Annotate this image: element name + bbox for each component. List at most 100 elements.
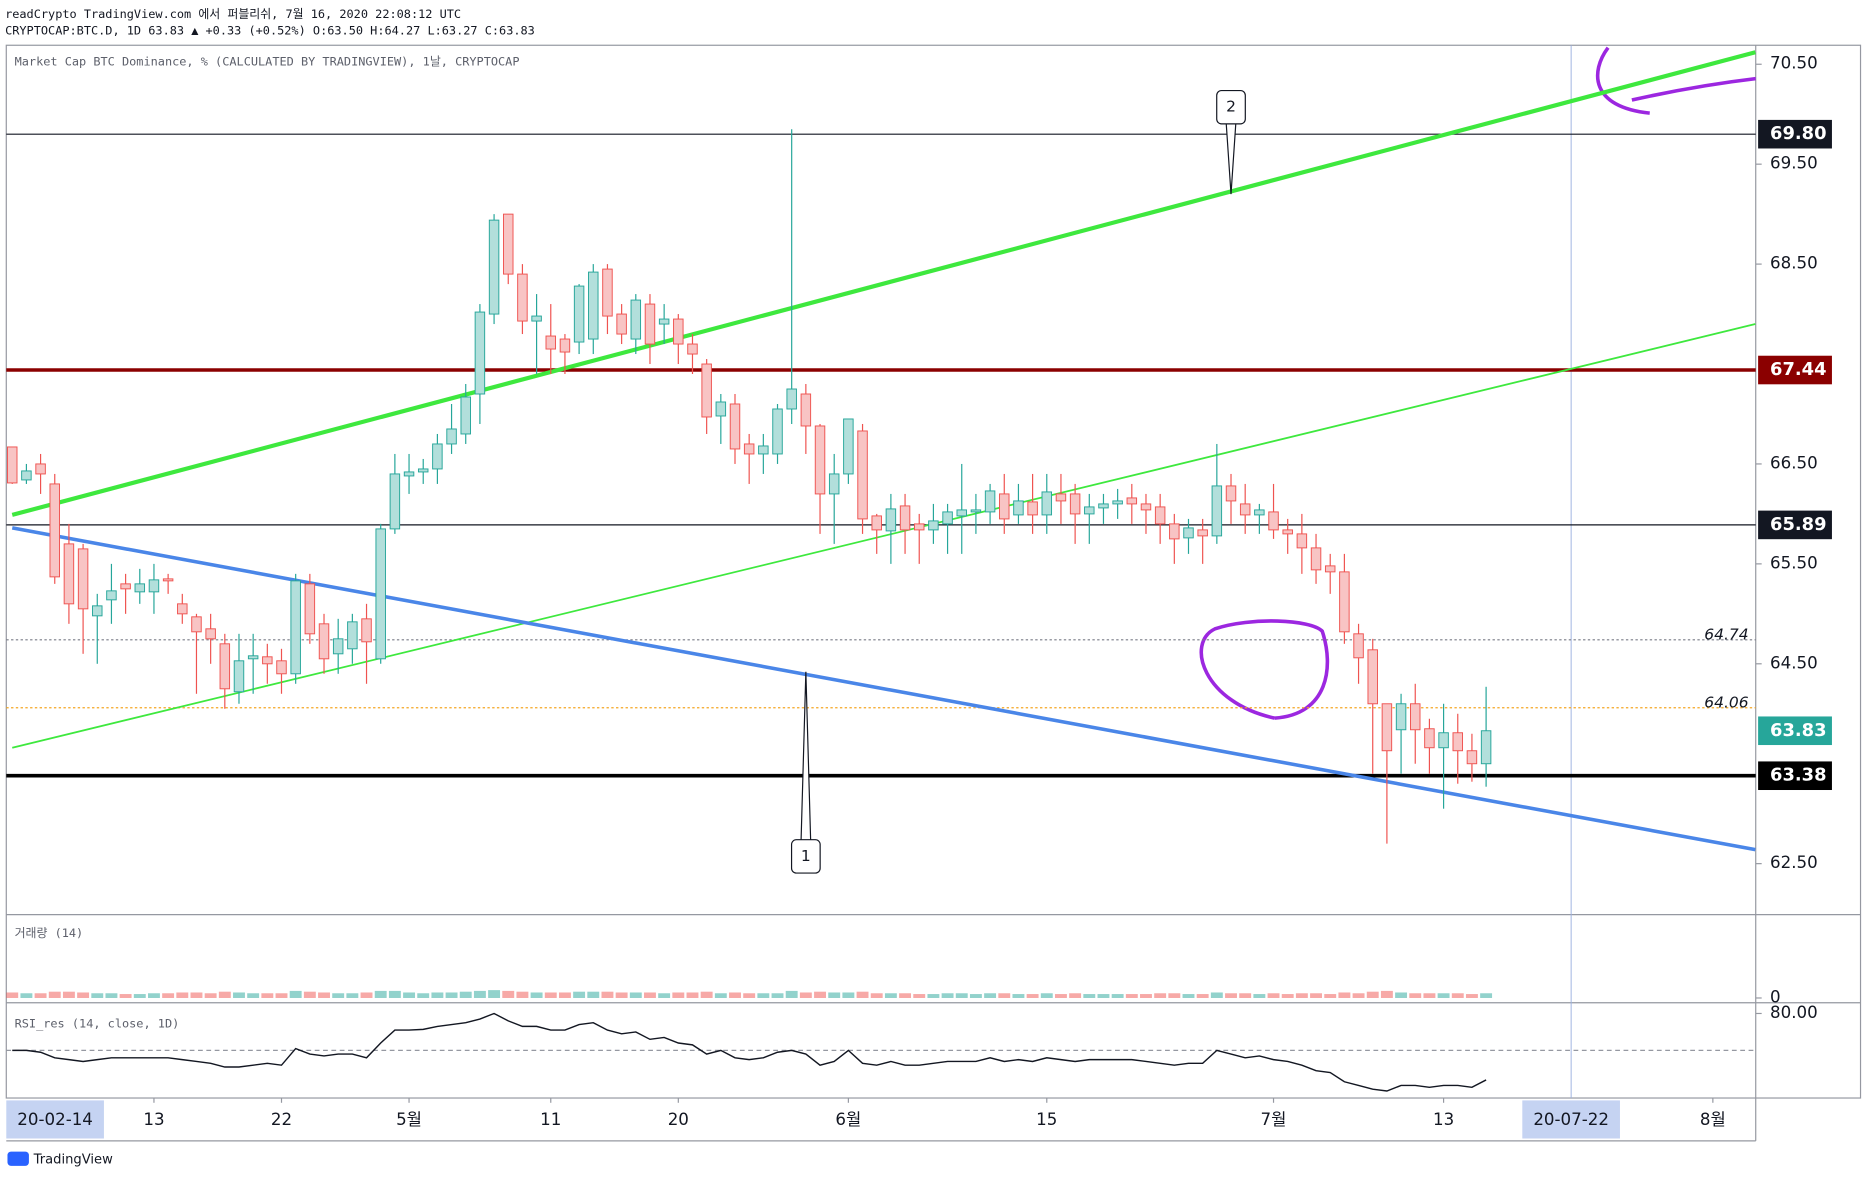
candle-body	[1140, 503, 1152, 511]
level-box-label: 65.89	[1770, 514, 1827, 535]
candle-body	[1254, 509, 1265, 516]
callout-box	[1216, 89, 1246, 125]
candle-body	[432, 443, 443, 470]
volume-bar	[1054, 994, 1067, 998]
frame	[5, 44, 1862, 1099]
candle-body	[148, 579, 160, 593]
candle-body	[602, 268, 613, 317]
volume-bar	[374, 990, 387, 998]
volume-bar	[856, 991, 869, 998]
candle-body	[247, 655, 259, 660]
volume-bar	[1295, 993, 1308, 998]
candle-body	[205, 628, 216, 640]
candle-body	[545, 335, 557, 350]
volume-bar	[1154, 993, 1167, 998]
candle-body	[1324, 565, 1336, 573]
volume-bar	[913, 994, 926, 998]
volume-bar	[1480, 993, 1493, 998]
level-box	[1758, 510, 1832, 540]
candle-body	[474, 311, 486, 395]
candle-body	[1112, 500, 1123, 505]
candle-body	[403, 471, 415, 477]
volume-bar	[1182, 994, 1195, 998]
volume-bar	[1380, 990, 1393, 998]
candle-body	[758, 445, 769, 455]
volume-bar	[1395, 992, 1408, 998]
volume-bar	[1210, 992, 1223, 998]
x-tick-label: 13	[1433, 1110, 1454, 1129]
volume-bar	[757, 993, 770, 998]
candle-body	[1353, 633, 1364, 659]
volume-bar	[842, 992, 855, 998]
x-tick-label: 6월	[835, 1110, 861, 1129]
candle-body	[49, 483, 60, 578]
crosshair-label: 20-07-22	[1533, 1110, 1609, 1129]
volume-bar	[1168, 993, 1181, 998]
y-tick-label: 70.50	[1770, 54, 1818, 73]
volume-bar	[502, 990, 515, 998]
volume-bar	[672, 992, 685, 998]
volume-bar	[34, 993, 47, 998]
candle-body	[913, 523, 925, 531]
volume-bar	[233, 992, 245, 998]
volume-bar	[615, 992, 628, 998]
candle-body	[233, 660, 245, 693]
volume-bar	[247, 993, 260, 998]
candle-body	[673, 318, 684, 345]
volume-bar	[303, 991, 316, 998]
rsi-title: RSI_res (14, close, 1D)	[15, 1017, 180, 1031]
candle-body	[871, 515, 882, 531]
candle-body	[1480, 730, 1492, 765]
candle-body	[1410, 703, 1421, 731]
candle-body	[772, 408, 783, 455]
candle-body	[559, 338, 571, 353]
candle-body	[1084, 506, 1095, 515]
level-box	[1758, 355, 1832, 385]
volume-bar	[190, 992, 203, 998]
candle-body	[1438, 732, 1449, 749]
candle-body	[1055, 493, 1067, 502]
volume-bar	[1253, 994, 1266, 998]
candle-body	[1339, 571, 1350, 633]
volume-bar	[1125, 994, 1138, 998]
volume-bar	[1352, 993, 1365, 998]
volume-bar	[1423, 993, 1436, 998]
volume-bar	[218, 991, 231, 998]
candle-body	[1098, 503, 1109, 509]
candle-body	[120, 583, 131, 590]
volume-bar	[899, 993, 912, 998]
callout-label: 2	[1226, 98, 1236, 116]
candle-body	[1452, 732, 1464, 752]
volume-bar	[488, 990, 501, 998]
trend-line	[11, 50, 1756, 517]
volume-bar	[785, 990, 798, 998]
volume-bar	[105, 993, 118, 998]
volume-bar	[6, 992, 19, 998]
volume-bar	[544, 992, 557, 998]
candle-body	[942, 511, 953, 525]
volume-bar	[1281, 994, 1294, 998]
level-box-label: 63.38	[1770, 765, 1827, 786]
candle-body	[1069, 493, 1081, 515]
volume-bar	[1310, 993, 1322, 998]
candle-body	[1296, 533, 1308, 549]
volume-bar	[558, 992, 571, 998]
candle-body	[644, 303, 656, 345]
level-box	[1758, 119, 1832, 149]
volume-bar	[77, 992, 90, 998]
candle-body	[1268, 511, 1279, 531]
rsi-line	[12, 1012, 1487, 1092]
candle-body	[1310, 547, 1322, 571]
volume-bar	[1338, 992, 1351, 998]
y-tick-label: 62.50	[1770, 853, 1818, 872]
candle-body	[35, 463, 46, 475]
logo-icon	[7, 1151, 29, 1166]
candle-body	[191, 616, 202, 633]
candle-body	[743, 443, 755, 455]
volume-bar	[1465, 994, 1478, 998]
volume-bar	[629, 992, 642, 998]
volume-bar	[1111, 994, 1124, 998]
candle-body	[332, 638, 344, 655]
candle-body	[21, 470, 32, 481]
candle-body	[1197, 529, 1208, 537]
